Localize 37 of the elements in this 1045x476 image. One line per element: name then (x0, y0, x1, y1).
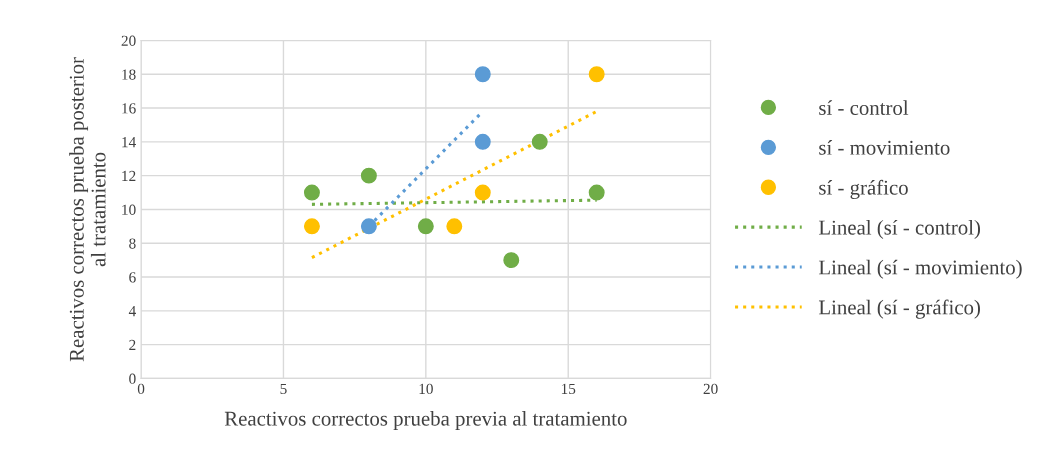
y-tick-label: 4 (128, 306, 136, 317)
legend-label: Lineal (sí - control) (818, 219, 981, 239)
y-axis-title: Reactivos correctos prueba posterior al tratamiento (69, 57, 106, 362)
legend-label: sí - control (819, 100, 909, 115)
y-tick-label: 12 (122, 170, 136, 181)
x-axis-title: Reactivos correctos prueba previa al tratamiento (224, 411, 627, 430)
legend-label: Lineal (sí - gráfico) (818, 299, 980, 319)
point (474, 133, 491, 150)
x-tick-label: 15 (561, 383, 576, 395)
x-tick-label: 20 (703, 383, 718, 395)
y-tick-label: 0 (129, 373, 136, 384)
point (360, 218, 377, 235)
legend-label: sí - gráfico (819, 179, 908, 200)
point (474, 66, 491, 83)
x-tick-label: 5 (280, 383, 287, 395)
point (417, 218, 434, 235)
point (360, 167, 377, 184)
legend-label: sí - movimiento (819, 140, 950, 155)
point (446, 218, 463, 235)
y-tick-label: 20 (121, 35, 136, 46)
point (531, 133, 548, 150)
y-tick-label: 6 (129, 272, 136, 283)
x-tick-label: 10 (419, 383, 433, 395)
y-tick-label: 14 (122, 137, 136, 148)
point (588, 184, 605, 201)
y-tick-label: 16 (122, 103, 136, 114)
point (303, 184, 320, 201)
x-tick-label: 0 (137, 383, 145, 395)
point (474, 184, 491, 201)
y-tick-label: 8 (129, 238, 136, 249)
legend-label: Lineal (sí - movimiento) (818, 259, 1022, 279)
point (588, 66, 605, 83)
y-tick-label: 2 (129, 339, 136, 350)
point (503, 252, 520, 269)
y-tick-label: 10 (122, 204, 136, 215)
point (303, 218, 320, 235)
y-tick-label: 18 (122, 69, 136, 80)
